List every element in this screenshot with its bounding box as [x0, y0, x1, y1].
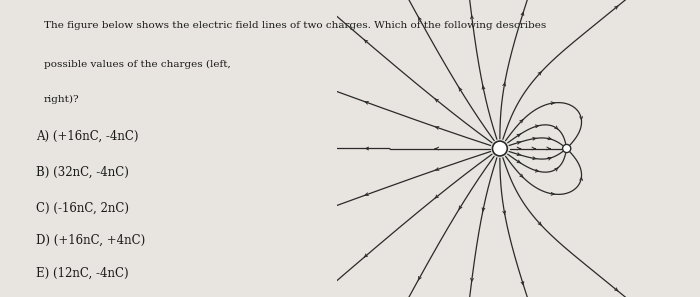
Text: A) (+16nC, -4nC): A) (+16nC, -4nC) — [36, 130, 139, 143]
Text: The figure below shows the electric field lines of two charges. Which of the fol: The figure below shows the electric fiel… — [43, 21, 546, 30]
Text: C) (-16nC, 2nC): C) (-16nC, 2nC) — [36, 201, 130, 214]
Circle shape — [492, 141, 508, 156]
Text: D) (+16nC, +4nC): D) (+16nC, +4nC) — [36, 234, 146, 247]
Circle shape — [563, 144, 570, 153]
Text: right)?: right)? — [43, 95, 79, 104]
Text: B) (32nC, -4nC): B) (32nC, -4nC) — [36, 166, 130, 179]
Text: possible values of the charges (left,: possible values of the charges (left, — [43, 59, 230, 69]
Text: E) (12nC, -4nC): E) (12nC, -4nC) — [36, 267, 129, 280]
